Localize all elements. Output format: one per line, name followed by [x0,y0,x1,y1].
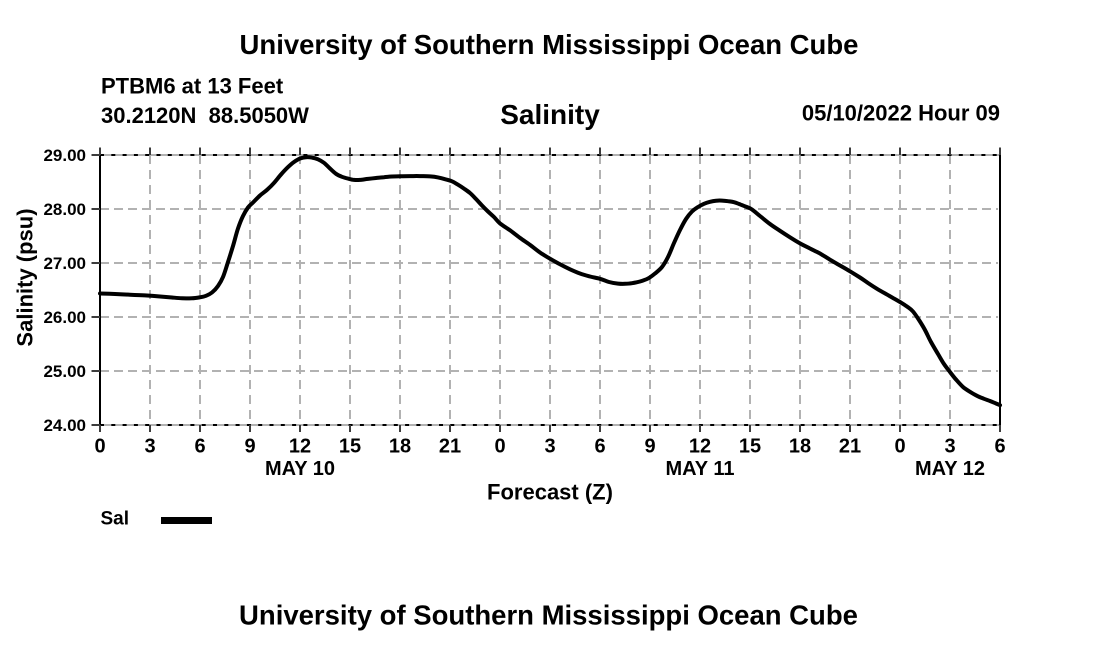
svg-text:0: 0 [94,436,105,458]
svg-text:05/10/2022 Hour 09: 05/10/2022 Hour 09 [802,101,1000,126]
svg-text:29.00: 29.00 [43,146,86,165]
svg-text:University of Southern Mississ: University of Southern Mississippi Ocean… [240,29,859,60]
svg-text:6: 6 [194,436,205,458]
svg-text:18: 18 [789,436,811,458]
svg-text:6: 6 [994,436,1005,458]
svg-text:12: 12 [289,436,311,458]
svg-text:25.00: 25.00 [43,362,86,381]
svg-text:PTBM6 at 13 Feet: PTBM6 at 13 Feet [101,74,284,99]
svg-text:27.00: 27.00 [43,254,86,273]
svg-text:21: 21 [839,436,861,458]
svg-text:30.2120N 88.5050W: 30.2120N 88.5050W [101,103,309,128]
svg-text:MAY 11: MAY 11 [666,458,735,480]
svg-text:Salinity: Salinity [500,99,600,130]
svg-text:24.00: 24.00 [43,416,86,435]
svg-text:University of Southern Mississ: University of Southern Mississippi Ocean… [239,600,858,631]
svg-text:21: 21 [439,436,461,458]
svg-text:9: 9 [244,436,255,458]
svg-text:28.00: 28.00 [43,200,86,219]
svg-text:Forecast (Z): Forecast (Z) [487,480,613,505]
svg-text:Salinity (psu): Salinity (psu) [13,208,38,346]
svg-text:9: 9 [644,436,655,458]
svg-text:18: 18 [389,436,411,458]
svg-text:15: 15 [339,436,361,458]
svg-text:3: 3 [944,436,955,458]
svg-text:3: 3 [144,436,155,458]
svg-text:0: 0 [494,436,505,458]
svg-text:3: 3 [544,436,555,458]
svg-text:MAY 10: MAY 10 [265,458,335,480]
svg-text:6: 6 [594,436,605,458]
svg-text:26.00: 26.00 [43,308,86,327]
svg-text:12: 12 [689,436,711,458]
svg-text:0: 0 [894,436,905,458]
svg-text:15: 15 [739,436,761,458]
svg-text:Sal: Sal [101,509,130,530]
svg-text:MAY 12: MAY 12 [915,458,985,480]
